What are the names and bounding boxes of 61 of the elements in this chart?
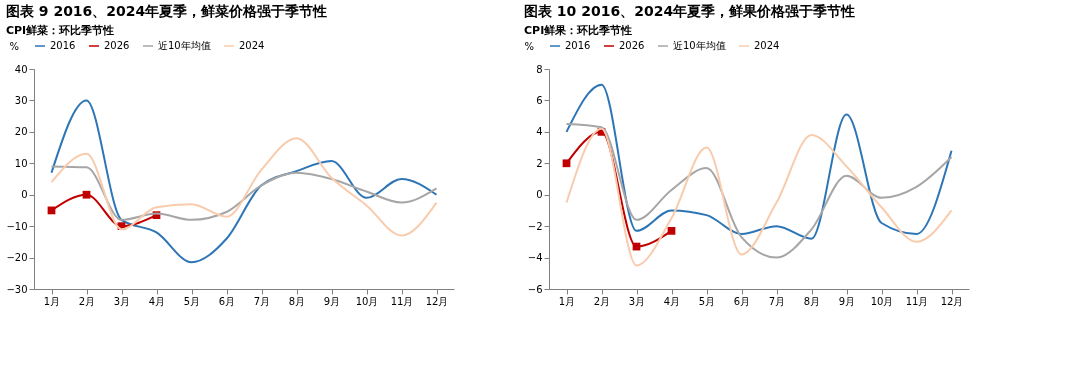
y-tick-label: 40 xyxy=(14,63,28,75)
y-tick-label: 20 xyxy=(14,126,28,138)
y-tick-label: 10 xyxy=(14,157,28,169)
x-tick-label: 7月 xyxy=(768,295,786,307)
legend-label: 近10年均值 xyxy=(158,40,211,51)
y-tick-label: −4 xyxy=(527,252,543,264)
legend-label: 2024 xyxy=(239,40,265,51)
x-tick-label: 12月 xyxy=(940,295,964,307)
x-tick-label: 6月 xyxy=(218,295,236,307)
chart-title: 图表 10 2016、2024年夏季，鲜果价格强于季节性 xyxy=(524,3,856,19)
y-tick-label: 6 xyxy=(536,94,543,106)
y-tick-label: 2 xyxy=(536,157,543,169)
x-tick-label: 7月 xyxy=(253,295,271,307)
line-series xyxy=(50,137,438,237)
y-tick-label: 4 xyxy=(536,126,543,138)
y-tick-label: −30 xyxy=(6,283,28,295)
x-tick-label: 4月 xyxy=(148,295,166,307)
chart-subtitle: CPI鲜果：环比季节性 xyxy=(524,24,633,37)
legend-label: 2024 xyxy=(754,40,780,51)
x-tick-label: 2月 xyxy=(593,295,611,307)
legend-label: 2026 xyxy=(619,40,645,51)
y-tick-label: 30 xyxy=(14,94,28,106)
legend-label: 2016 xyxy=(50,40,76,51)
legend-label: 2026 xyxy=(104,40,130,51)
y-axis-title: % xyxy=(524,40,535,52)
x-tick-label: 5月 xyxy=(698,295,716,307)
x-tick-label: 10月 xyxy=(870,295,894,307)
x-tick-label: 10月 xyxy=(355,295,379,307)
chart-title: 图表 9 2016、2024年夏季，鲜菜价格强于季节性 xyxy=(5,3,328,19)
y-tick-label: 0 xyxy=(536,189,543,201)
point xyxy=(562,159,571,168)
x-tick-label: 5月 xyxy=(183,295,201,307)
line-series xyxy=(50,165,438,221)
x-tick-label: 4月 xyxy=(663,295,681,307)
y-tick-label: −10 xyxy=(6,220,28,232)
line-series xyxy=(50,99,438,264)
line-series xyxy=(565,83,953,240)
chart-subtitle: CPI鲜菜：环比季节性 xyxy=(5,24,115,37)
legend-label: 近10年均值 xyxy=(673,40,726,51)
y-tick-label: 0 xyxy=(21,189,28,201)
x-tick-label: 1月 xyxy=(558,295,576,307)
point xyxy=(667,226,676,235)
y-tick-label: −6 xyxy=(527,283,543,295)
point xyxy=(82,190,91,199)
x-tick-label: 11月 xyxy=(390,295,414,307)
x-tick-label: 1月 xyxy=(43,295,61,307)
x-tick-label: 2月 xyxy=(78,295,96,307)
x-tick-label: 9月 xyxy=(323,295,341,307)
y-tick-label: −20 xyxy=(6,252,28,264)
x-tick-label: 6月 xyxy=(733,295,751,307)
x-tick-label: 3月 xyxy=(113,295,131,307)
x-tick-label: 11月 xyxy=(905,295,929,307)
y-tick-label: 8 xyxy=(536,63,543,75)
x-tick-label: 3月 xyxy=(628,295,646,307)
x-tick-label: 8月 xyxy=(288,295,306,307)
y-axis-title: % xyxy=(9,40,20,52)
x-tick-label: 12月 xyxy=(425,295,449,307)
x-tick-label: 9月 xyxy=(838,295,856,307)
x-tick-label: 8月 xyxy=(803,295,821,307)
y-tick-label: −2 xyxy=(527,220,543,232)
legend-label: 2016 xyxy=(565,40,591,51)
